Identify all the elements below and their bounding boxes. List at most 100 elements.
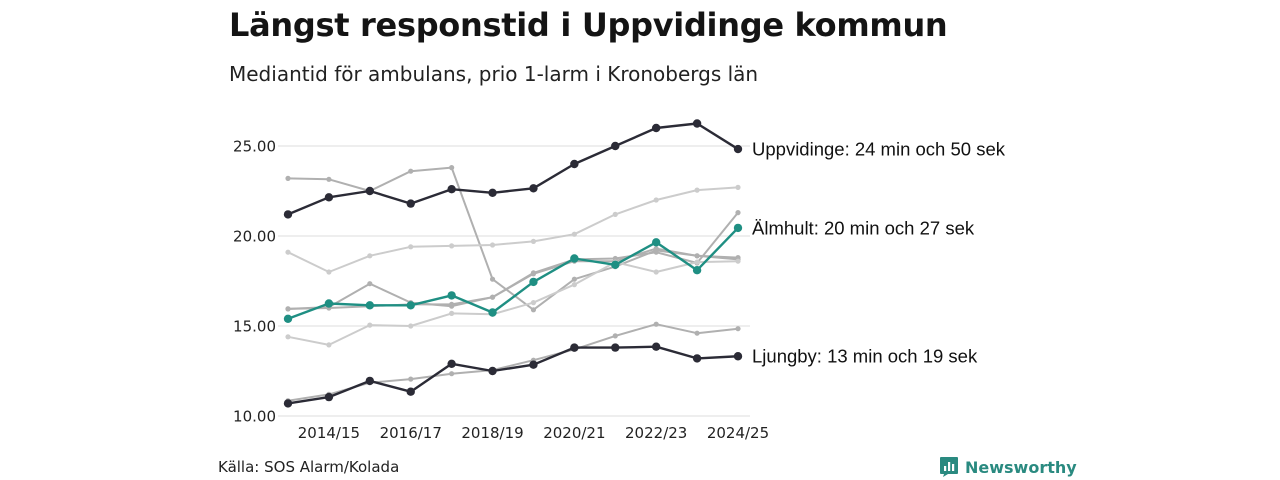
data-point (692, 119, 702, 128)
data-point (653, 249, 659, 255)
data-point (365, 376, 375, 386)
data-point (449, 243, 455, 249)
data-point (571, 282, 577, 288)
data-point (326, 342, 332, 348)
data-point (489, 242, 496, 248)
data-point (733, 223, 743, 233)
end-label: Älmhult: 20 min och 27 sek (752, 217, 975, 238)
data-point (735, 210, 741, 216)
x-tick-label: 2014/15 (298, 424, 360, 442)
data-point (285, 249, 291, 255)
data-point (408, 244, 414, 250)
data-point (283, 399, 293, 408)
data-point (283, 314, 293, 323)
data-point (651, 238, 661, 247)
data-point (365, 301, 375, 310)
data-point (529, 360, 538, 369)
data-point (694, 259, 700, 265)
data-point (489, 276, 496, 282)
series-kommun-e (285, 258, 741, 348)
x-axis: 2014/15 2016/17 2018/19 2020/21 2022/23 2024/… (298, 424, 769, 442)
data-point (529, 277, 538, 287)
data-point (611, 141, 620, 151)
data-point (488, 308, 497, 317)
data-point (285, 306, 291, 312)
y-tick-label: 20.00 (233, 228, 276, 246)
gridlines (278, 145, 750, 417)
data-point (365, 186, 375, 196)
data-point (651, 123, 661, 133)
data-point (530, 307, 537, 313)
series-line (287, 323, 739, 402)
data-point (529, 184, 538, 193)
data-point (447, 291, 456, 300)
brand-name: Newsworthy (965, 457, 1077, 477)
series-line (287, 247, 739, 310)
data-point (733, 352, 743, 361)
series-kommun-b (285, 184, 741, 275)
data-point (692, 266, 702, 275)
data-point (735, 184, 741, 190)
data-point (408, 376, 414, 382)
data-point (367, 322, 373, 328)
x-tick-label: 2022/23 (625, 424, 687, 442)
data-point (285, 334, 291, 340)
series-älmhult (283, 223, 743, 323)
series-uppvidinge (283, 119, 743, 219)
end-labels: Uppvidinge: 24 min och 50 sek Älmhult: 20… (752, 139, 1006, 367)
y-tick-label: 10.00 (233, 408, 276, 426)
data-point (283, 210, 293, 219)
data-point (653, 246, 659, 252)
data-point (735, 258, 741, 264)
end-label: Ljungby: 13 min och 19 sek (752, 346, 978, 367)
data-point (406, 301, 415, 310)
data-point (367, 253, 373, 259)
series-ljungby (283, 342, 743, 408)
data-point (324, 299, 334, 308)
y-tick-label: 15.00 (233, 318, 276, 336)
data-point (571, 231, 577, 237)
x-tick-label: 2016/17 (380, 424, 442, 442)
data-point (324, 392, 334, 402)
highlighted-series (283, 119, 743, 408)
data-point (611, 343, 620, 352)
data-point (488, 366, 497, 376)
data-point (530, 300, 537, 306)
data-point (651, 342, 661, 351)
chart-subtitle: Mediantid för ambulans, prio 1-larm i Kr… (229, 62, 759, 86)
series-line (287, 166, 739, 311)
data-point (570, 343, 579, 352)
series-kommun-a (285, 165, 741, 313)
series-line (287, 122, 739, 216)
data-point (367, 281, 373, 287)
chart-title: Längst responstid i Uppvidinge kommun (229, 6, 948, 44)
data-point (488, 188, 497, 197)
data-point (530, 238, 537, 244)
x-tick-label: 2024/25 (707, 424, 769, 442)
brand-logo: Newsworthy (939, 456, 1077, 478)
data-point (612, 211, 618, 217)
newsworthy-logo-icon (940, 457, 958, 477)
data-point (449, 301, 455, 307)
data-point (694, 330, 700, 336)
data-point (406, 387, 415, 396)
data-point (570, 254, 579, 263)
data-point (285, 175, 291, 181)
data-point (324, 193, 334, 202)
x-tick-label: 2020/21 (543, 424, 605, 442)
data-point (571, 276, 577, 282)
series-line (287, 260, 739, 346)
data-point (326, 269, 332, 275)
data-point (406, 199, 415, 208)
end-label: Uppvidinge: 24 min och 50 sek (752, 139, 1006, 160)
data-point (735, 255, 741, 261)
data-point (653, 197, 659, 203)
data-point (735, 326, 741, 332)
data-point (449, 371, 455, 377)
data-point (653, 321, 659, 327)
series-line (287, 186, 739, 273)
data-point (449, 310, 455, 316)
data-point (733, 144, 743, 154)
data-point (326, 176, 332, 182)
